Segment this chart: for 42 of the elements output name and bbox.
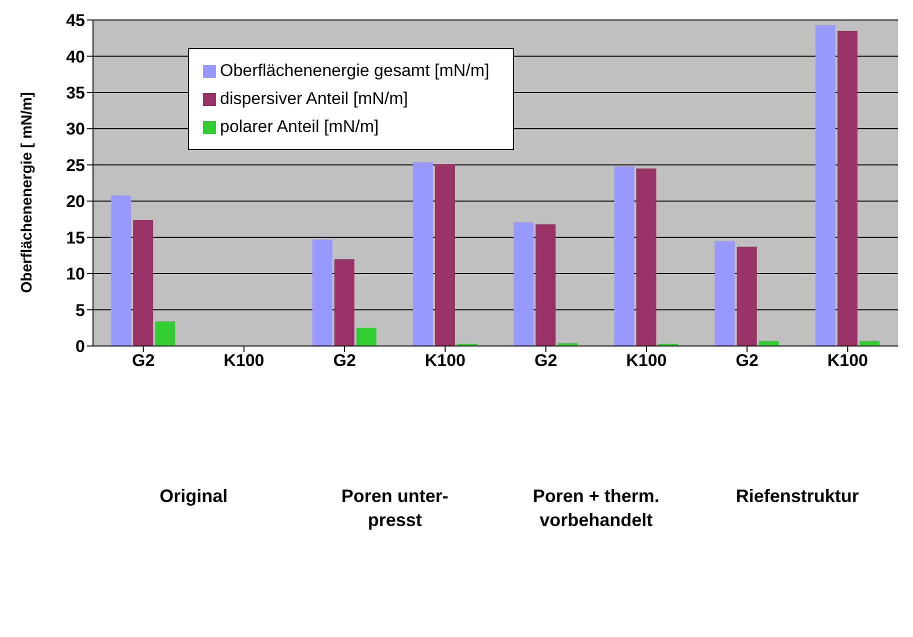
y-axis-title: Oberflächenenergie [ mN/m]	[18, 92, 36, 293]
y-tick-label: 35	[66, 83, 85, 102]
bar	[155, 321, 176, 346]
bar	[133, 220, 154, 346]
y-tick-label: 15	[66, 228, 85, 248]
y-tick-label: 0	[76, 337, 85, 356]
bar	[714, 240, 735, 346]
bar	[334, 259, 354, 346]
bar	[815, 25, 836, 346]
y-tick-label: 25	[66, 156, 85, 175]
bar	[356, 328, 376, 346]
legend-label: Oberflächenenergie gesamt [mN/m]	[220, 61, 490, 80]
bar	[111, 195, 132, 346]
text: Poren + therm. vorbehandelt	[532, 485, 660, 532]
x-tick-label: K100	[626, 351, 667, 370]
bar	[434, 164, 455, 346]
text: Original	[158, 485, 229, 508]
bar	[312, 240, 332, 346]
y-tick-label: 10	[66, 264, 85, 284]
x-tick-label: K100	[224, 351, 264, 370]
y-tick-label: 5	[76, 300, 85, 320]
text: Riefenstruktur	[734, 485, 860, 508]
bar	[536, 224, 556, 346]
legend-label: dispersiver Anteil [mN/m]	[220, 89, 408, 108]
bar	[514, 222, 534, 346]
x-tick-label: K100	[827, 351, 868, 370]
x-tick-label: K100	[424, 351, 466, 370]
x-tick-label: G2	[736, 351, 758, 370]
y-tick-label: 45	[66, 11, 85, 30]
bar	[412, 162, 433, 346]
text: Poren unter- presst	[340, 485, 450, 532]
x-tick-label: G2	[534, 351, 558, 370]
y-tick-label: 20	[66, 192, 85, 212]
bar	[636, 168, 656, 346]
legend-label: polarer Anteil [mN/m]	[220, 117, 379, 136]
x-tick-label: G2	[132, 351, 155, 370]
bar	[837, 30, 858, 346]
y-tick-label: 40	[66, 47, 85, 66]
bar	[614, 166, 634, 346]
x-tick-label: G2	[333, 351, 356, 370]
y-tick-label: 30	[66, 120, 85, 139]
bar	[736, 246, 757, 346]
